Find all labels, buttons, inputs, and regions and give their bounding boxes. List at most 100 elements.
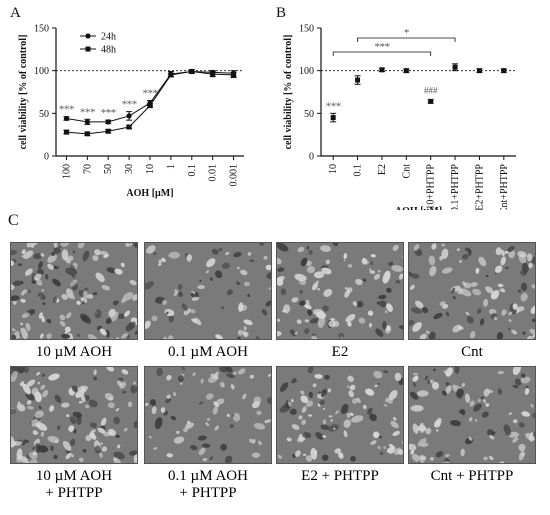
chart-a: 0 50 100 150 100 70 50 30 10 1 0.1 0.01 0.001 AOH [µM…: [18, 24, 244, 199]
x-tick-label: 10: [328, 164, 339, 174]
data-point-48h: [168, 72, 174, 78]
data-point: [355, 77, 361, 83]
significance-bracket: [357, 37, 456, 42]
micrograph-texture: [409, 367, 535, 463]
caption-line: E2 + PHTPP: [301, 468, 379, 484]
caption-line: Cnt + PHTPP: [430, 468, 514, 484]
caption-line: 0.1 µM AOH: [168, 344, 248, 360]
significance-label: ***: [101, 107, 116, 119]
micrograph-caption: E2: [273, 344, 407, 361]
data-point-48h: [105, 128, 111, 134]
bracket-label: ***: [374, 41, 389, 53]
y-tick-label: 0: [309, 152, 314, 163]
significance-bracket: [332, 51, 432, 56]
micrograph-texture: [11, 243, 137, 339]
x-tick-label: 0.1+PHTPP: [450, 164, 461, 210]
panel-c-letter: C: [8, 212, 19, 229]
caption-line: + PHTPP: [45, 485, 103, 501]
data-point-48h: [231, 72, 237, 78]
micrograph-image: [408, 366, 536, 464]
micrograph-caption: 0.1 µM AOH + PHTPP: [141, 468, 275, 502]
bracket-label: *: [404, 27, 409, 39]
x-tick-label: 1: [166, 164, 177, 169]
data-point-48h: [210, 71, 216, 77]
y-axis-label: cell viability [% of control]: [283, 35, 294, 150]
micrograph-image: [276, 242, 404, 340]
data-point: [428, 98, 434, 104]
data-point-24h: [105, 119, 111, 125]
x-tick-label: Cnt: [401, 164, 412, 179]
x-tick-label: 0.01: [208, 164, 219, 182]
micrograph-caption: Cnt + PHTPP: [405, 468, 539, 485]
x-tick-label: 0.1: [187, 164, 198, 177]
y-tick-label: 100: [299, 66, 314, 77]
y-tick-label: 150: [34, 24, 49, 35]
panel-b-letter: B: [276, 5, 286, 21]
data-point-48h: [84, 131, 90, 137]
significance-label: ***: [122, 99, 137, 111]
significance-label: ***: [326, 100, 341, 112]
data-point: [501, 68, 507, 74]
y-tick-label: 50: [304, 109, 314, 120]
caption-line: + PHTPP: [179, 485, 237, 501]
x-axis-label: AOH [µM]: [126, 188, 173, 199]
data-point-24h: [63, 115, 70, 122]
legend-marker-24h: [85, 33, 91, 39]
legend-label-48h: 48h: [101, 45, 116, 56]
x-tick-label: E2+PHTPP: [474, 164, 485, 210]
micrograph-caption: 0.1 µM AOH: [141, 344, 275, 361]
significance-label: ***: [59, 104, 74, 116]
caption-line: 0.1 µM AOH: [168, 468, 248, 484]
significance-label: ***: [143, 88, 158, 100]
x-axis-label: AOH [µM]: [395, 206, 442, 210]
x-tick-label: 0.1: [353, 164, 364, 177]
data-point: [452, 64, 458, 70]
micrograph-texture: [277, 367, 403, 463]
micrograph-caption: 10 µM AOH + PHTPP: [7, 468, 141, 502]
micrograph-texture: [145, 243, 271, 339]
data-point: [403, 68, 409, 74]
x-tick-label: 100: [61, 164, 72, 179]
caption-line: 10 µM AOH: [35, 468, 113, 484]
caption-line: 10 µM AOH: [35, 344, 113, 360]
micrograph-image: [144, 366, 272, 464]
data-point: [476, 68, 482, 74]
caption-line: Cnt: [461, 344, 483, 360]
y-tick-label: 0: [44, 152, 49, 163]
x-tick-label: E2: [377, 164, 388, 175]
x-tick-label: 50: [103, 164, 114, 174]
legend-label-24h: 24h: [101, 32, 116, 43]
micrograph-image: [144, 242, 272, 340]
significance-label: ###: [424, 86, 438, 96]
y-tick-label: 50: [39, 109, 49, 120]
x-tick-label: Cnt+PHTPP: [499, 164, 510, 210]
micrograph-texture: [409, 243, 535, 339]
data-point: [379, 67, 385, 73]
panel-a-letter: A: [10, 5, 21, 21]
micrograph-caption: Cnt: [405, 344, 539, 361]
data-point-48h: [147, 103, 153, 109]
micrograph-image: [10, 366, 138, 464]
data-point: [330, 115, 336, 121]
micrograph-caption: E2 + PHTPP: [273, 468, 407, 485]
x-tick-label: 30: [124, 164, 135, 174]
data-point-24h: [84, 119, 90, 125]
micrograph-image: [276, 366, 404, 464]
significance-label: ***: [80, 106, 95, 118]
x-tick-label: 0.001: [229, 164, 240, 187]
y-axis-label: cell viability [% of control]: [18, 35, 29, 150]
x-tick-label: 10+PHTPP: [426, 164, 437, 210]
micrograph-texture: [11, 367, 137, 463]
micrograph-caption: 10 µM AOH: [7, 344, 141, 361]
y-tick-label: 150: [299, 24, 314, 35]
x-tick-label: 70: [82, 164, 93, 174]
micrograph-texture: [277, 243, 403, 339]
y-tick-label: 100: [34, 66, 49, 77]
data-point-48h: [189, 69, 195, 75]
micrograph-image: [10, 242, 138, 340]
x-tick-label: 10: [145, 164, 156, 174]
legend-marker-48h: [85, 46, 91, 52]
caption-line: E2: [331, 344, 349, 360]
micrograph-image: [408, 242, 536, 340]
